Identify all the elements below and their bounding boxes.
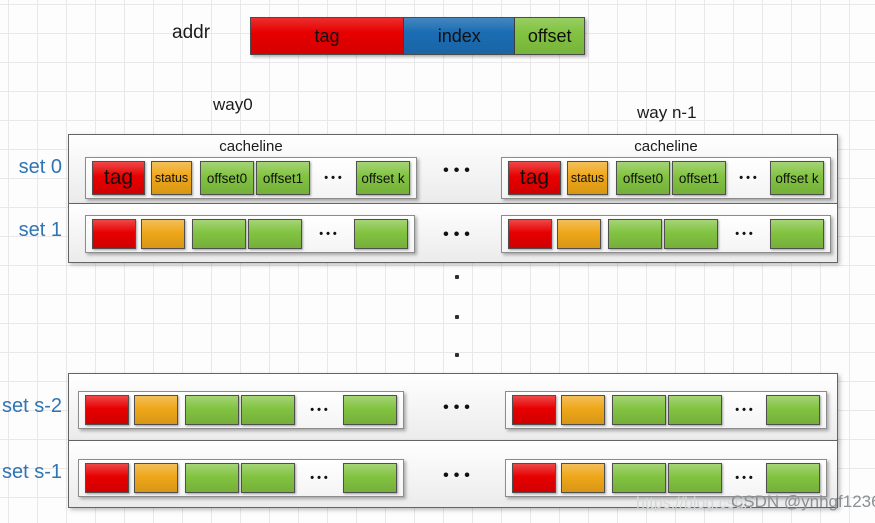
offset-cell [668,395,722,425]
status-cell [141,219,185,249]
cacheline-way0-set-s-1: ••• [78,459,404,497]
offset-cell [354,219,408,249]
cacheline-way-n-1-set-s-1: ••• [505,459,827,497]
addr-index-segment: index [403,18,515,54]
offset-cell [343,395,397,425]
cacheline-caption: cacheline [219,138,283,155]
tag-cell [85,463,129,493]
offset-cell [766,395,820,425]
set1-label: set 1 [18,219,62,241]
status-cell: status [151,161,192,195]
offset1-cell: offset1 [256,161,310,195]
status-cell [561,395,605,425]
way-ellipsis: ••• [443,399,475,416]
tag-cell [85,395,129,425]
offset-cell [185,463,239,493]
status-cell [561,463,605,493]
set-s-1-row: ••• ••• ••• [68,440,838,508]
offset-cell [241,463,295,493]
inner-ellipsis: ••• [310,472,331,484]
offset-cell [608,219,662,249]
status-cell [557,219,601,249]
tag-cell [512,395,556,425]
offset-cell [668,463,722,493]
tag-cell: tag [508,161,561,195]
vertical-ellipsis-dot [455,315,459,319]
status-cell [134,463,178,493]
way-n-1-label: way n-1 [637,103,697,122]
way-ellipsis: ••• [443,162,475,179]
vertical-ellipsis-dot [455,353,459,357]
offset-cell [343,463,397,493]
status-cell [134,395,178,425]
offset-cell [612,463,666,493]
inner-ellipsis: ••• [735,228,756,240]
inner-ellipsis: ••• [310,404,331,416]
inner-ellipsis: ••• [735,472,756,484]
addr-tag-segment: tag [251,18,404,54]
offset-cell [612,395,666,425]
set0-label: set 0 [18,156,62,178]
tag-cell [508,219,552,249]
offset-cell [770,219,824,249]
tag-cell: tag [92,161,145,195]
addr-label: addr [172,22,211,43]
offset-cell [766,463,820,493]
offset0-cell: offset0 [200,161,254,195]
watermark-url: https://blog.csdn [636,495,753,512]
inner-ellipsis: ••• [324,172,345,184]
way-ellipsis: ••• [443,226,475,243]
tag-cell [92,219,136,249]
status-cell: status [567,161,608,195]
offset-cell [192,219,246,249]
inner-ellipsis: ••• [739,172,760,184]
addr-bar: tag index offset [250,17,585,55]
tag-cell [512,463,556,493]
inner-ellipsis: ••• [735,404,756,416]
offset0-cell: offset0 [616,161,670,195]
offset-cell [248,219,302,249]
set-s-2-label: set s-2 [1,395,62,417]
cacheline-way-n-1-set0: tag status offset0 offset1 ••• offset k [501,157,831,199]
way-ellipsis: ••• [443,467,475,484]
watermark-csdn: CSDN @ynhgf1236 [731,492,875,511]
offset-k-cell: offset k [770,161,824,195]
offset-k-cell: offset k [356,161,410,195]
cacheline-way-n-1-set1: ••• [501,215,831,253]
vertical-ellipsis-dot [455,275,459,279]
cacheline-way0-set-s-2: ••• [78,391,404,429]
cacheline-way0-set0: tag status offset0 offset1 ••• offset k [85,157,417,199]
way0-label: way0 [213,95,253,114]
set-s-1-label: set s-1 [1,461,62,483]
addr-offset-segment: offset [514,18,584,54]
offset1-cell: offset1 [672,161,726,195]
set1-row: ••• ••• ••• [68,203,838,263]
inner-ellipsis: ••• [319,228,340,240]
cacheline-way-n-1-set-s-2: ••• [505,391,827,429]
offset-cell [664,219,718,249]
cacheline-caption: cacheline [634,138,698,155]
set0-row: cacheline cacheline tag status offset0 o… [68,134,838,204]
cacheline-way0-set1: ••• [85,215,415,253]
offset-cell [185,395,239,425]
set-s-2-row: ••• ••• ••• [68,373,838,441]
offset-cell [241,395,295,425]
